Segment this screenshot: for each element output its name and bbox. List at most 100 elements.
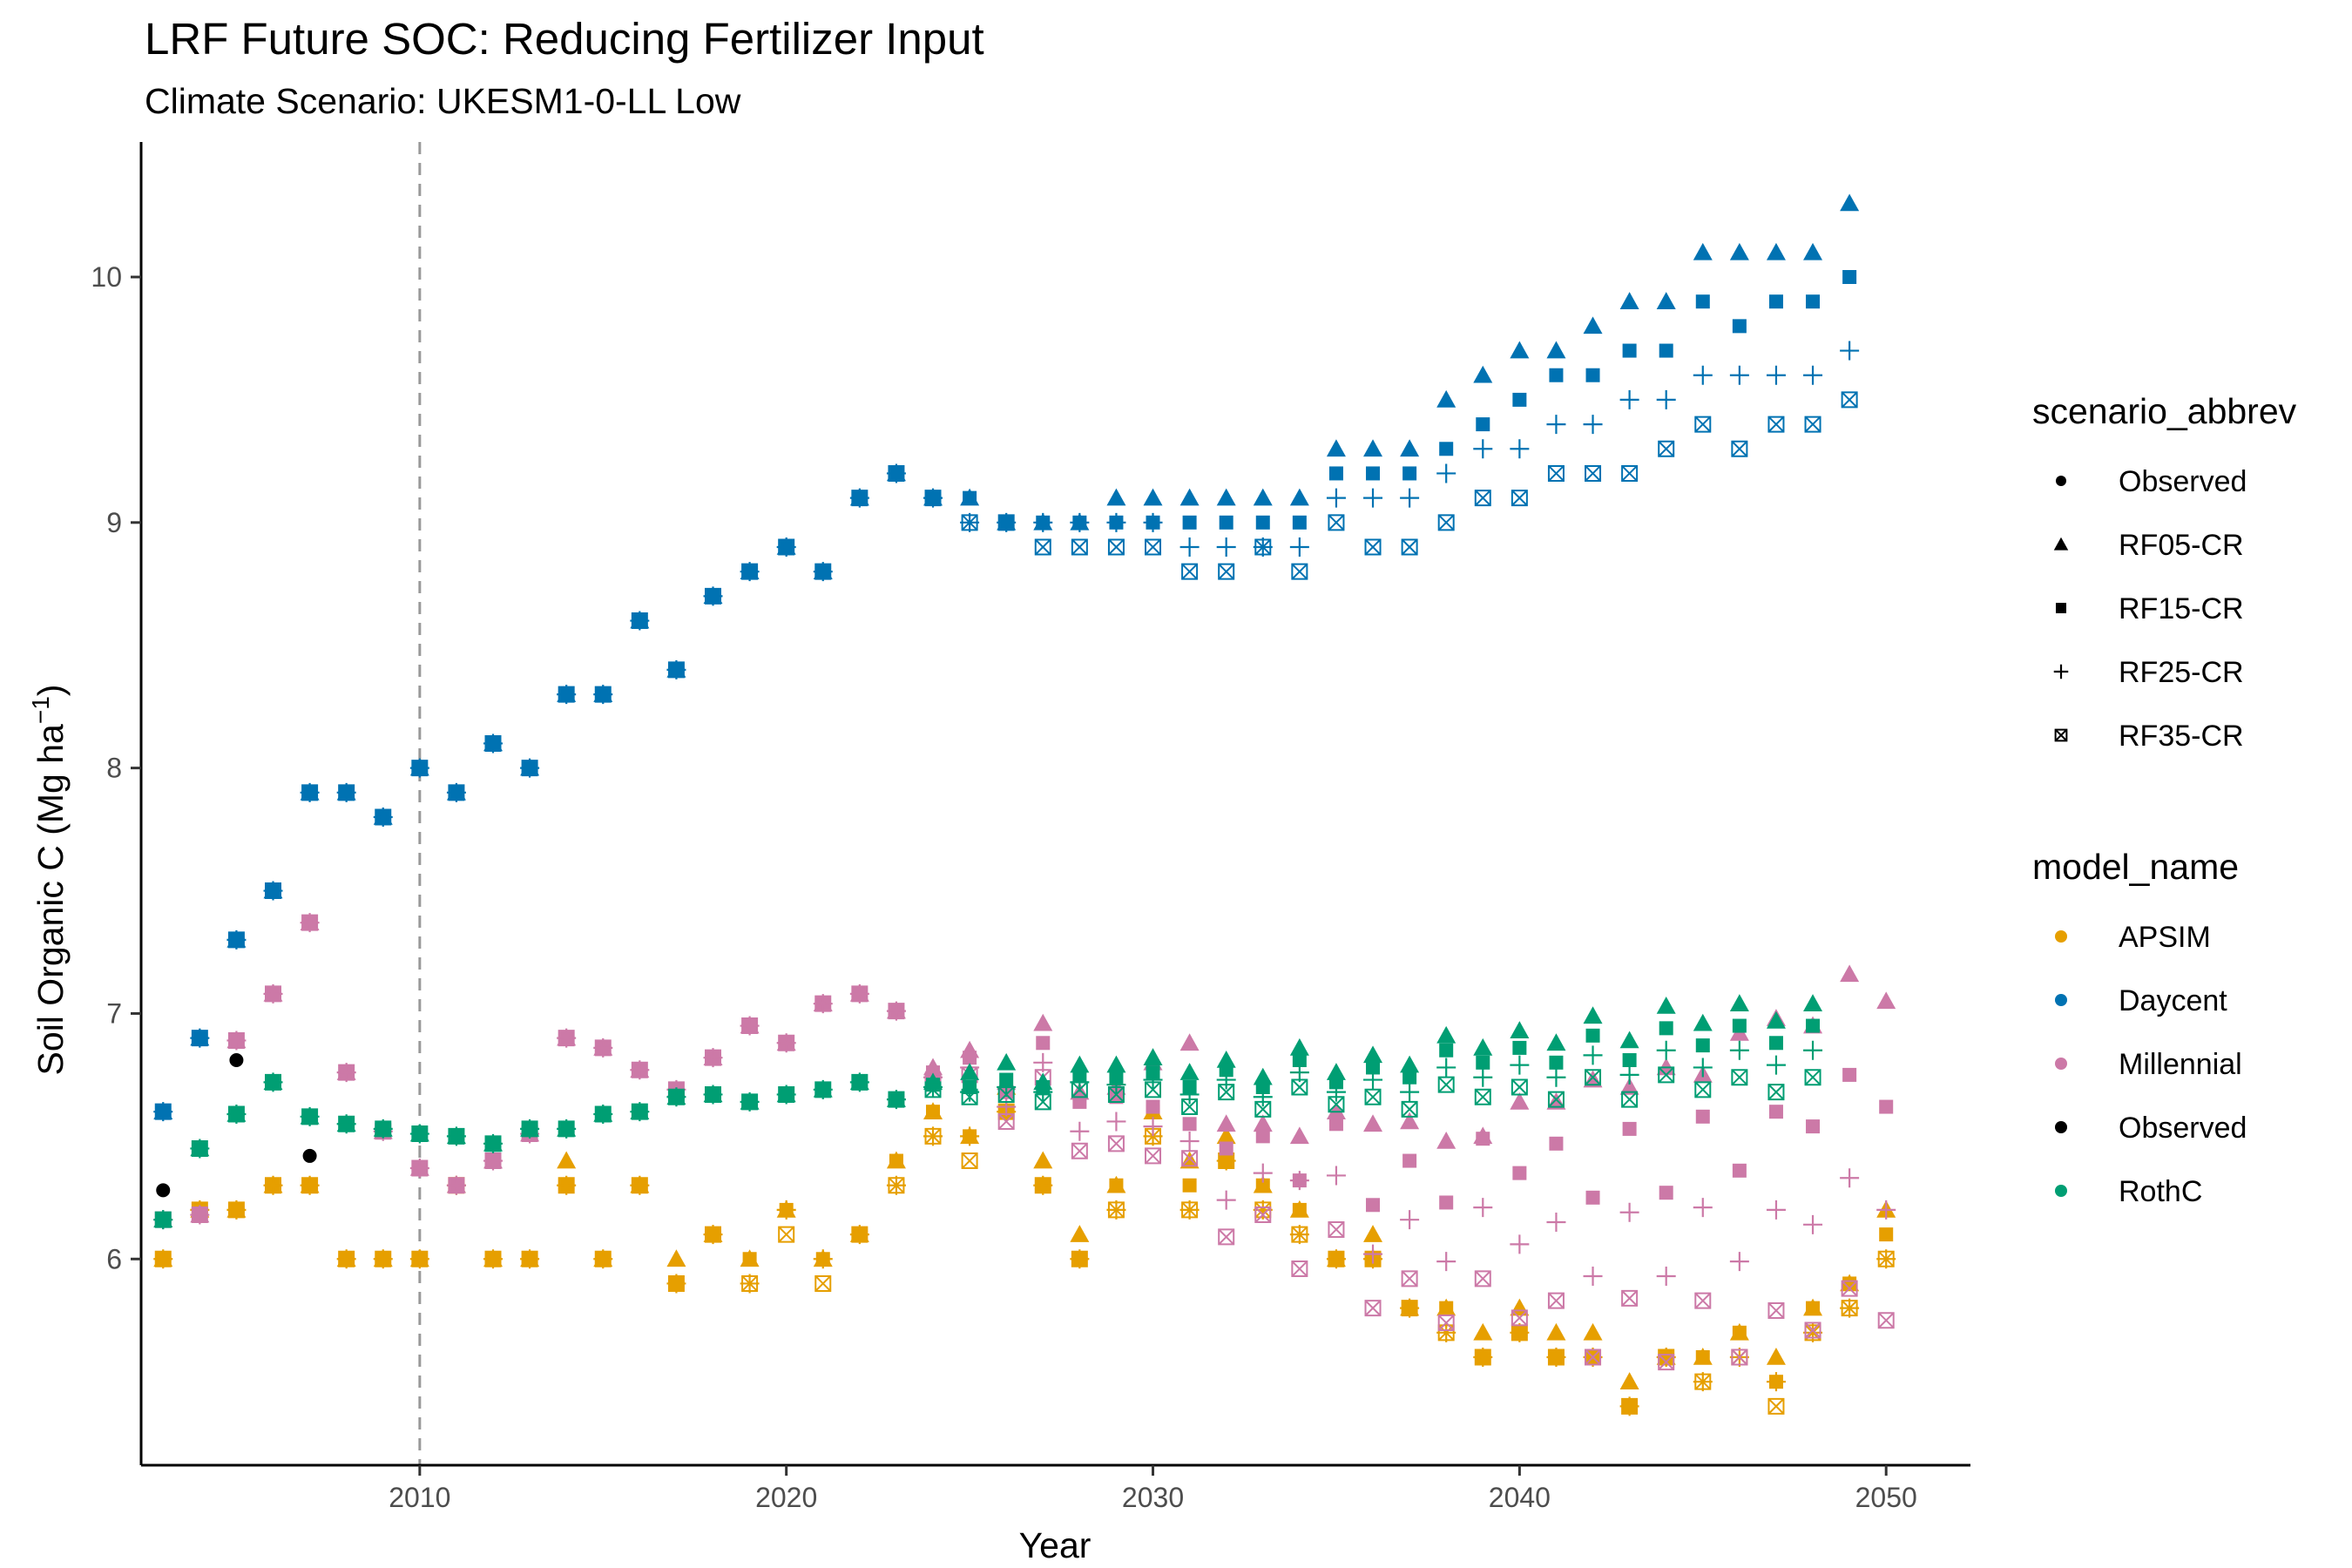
legend-label-model-name-observed: Observed — [2119, 1112, 2247, 1145]
y-axis-title-superscript: −1 — [27, 696, 54, 724]
point-millennial-rf25-cr-2027 — [1033, 1052, 1053, 1072]
point-daycent-rf15-cr-2046 — [1732, 319, 1747, 334]
point-rothc-rf05-cr-2025 — [960, 1063, 980, 1080]
point-daycent-rf15-cr-2031 — [1182, 515, 1197, 530]
point-millennial-rf35-cr-2048 — [1804, 1321, 1821, 1339]
point-millennial-rf35-cr-2033 — [1254, 1206, 1272, 1224]
series-rothc-rf15-cr — [156, 1018, 1821, 1227]
legend-key-model-name-rothc — [2055, 1185, 2067, 1197]
legend-key-model-name-millennial — [2055, 1058, 2067, 1070]
point-daycent-rf15-cr-2048 — [1806, 294, 1821, 309]
legend-title-model-name: model_name — [2032, 847, 2239, 887]
point-millennial-rf25-cr-2044 — [1656, 1267, 1676, 1286]
point-apsim-rf35-cr-2029 — [1107, 1201, 1125, 1219]
point-daycent-rf05-cr-2035 — [1326, 439, 1346, 457]
point-millennial-rf35-cr-2012 — [484, 1152, 502, 1170]
point-daycent-rf25-cr-2042 — [1583, 415, 1603, 435]
point-millennial-rf15-cr-2045 — [1695, 1109, 1710, 1124]
point-daycent-rf35-cr-2010 — [411, 760, 429, 777]
point-daycent-rf35-cr-2005 — [227, 931, 245, 949]
point-daycent-rf05-cr-2033 — [1253, 488, 1273, 506]
point-rothc-rf25-cr-2030 — [1143, 1070, 1163, 1090]
point-rothc-rf05-cr-2048 — [1803, 994, 1823, 1011]
point-millennial-rf15-cr-2044 — [1659, 1186, 1673, 1200]
series-rothc-rf25-cr — [153, 1040, 1823, 1230]
point-daycent-rf35-cr-2036 — [1364, 538, 1382, 556]
legend-key-scenario-abbrev-rf25-cr — [2053, 664, 2069, 679]
point-millennial-rf25-cr-2037 — [1400, 1210, 1420, 1230]
point-rothc-rf35-cr-2036 — [1364, 1088, 1382, 1105]
point-daycent-rf25-cr-2045 — [1693, 365, 1713, 385]
point-daycent-rf35-cr-2040 — [1511, 490, 1528, 507]
point-millennial-rf05-cr-2031 — [1179, 1033, 1200, 1051]
point-daycent-rf05-cr-2048 — [1803, 242, 1823, 260]
series-millennial-rf35-cr — [154, 914, 1895, 1371]
point-apsim-rf35-cr-2031 — [1181, 1201, 1199, 1219]
point-millennial-rf35-cr-2038 — [1437, 1315, 1455, 1332]
point-millennial-rf25-cr-2038 — [1436, 1252, 1456, 1272]
point-millennial-rf35-cr-2029 — [1107, 1135, 1125, 1152]
legend-label-model-name-apsim: APSIM — [2119, 921, 2211, 954]
point-millennial-rf05-cr-2050 — [1876, 991, 1896, 1010]
point-millennial-rf05-cr-2034 — [1289, 1126, 1309, 1145]
point-millennial-rf05-cr-2049 — [1840, 964, 1860, 983]
point-daycent-rf35-cr-2049 — [1841, 391, 1858, 409]
point-millennial-rf35-cr-2042 — [1585, 1348, 1602, 1366]
point-millennial-rf35-cr-2008 — [338, 1064, 355, 1081]
point-rothc-rf35-cr-2038 — [1437, 1076, 1455, 1093]
legend-key-scenario-abbrev-observed — [2056, 476, 2066, 486]
point-rothc-rf25-cr-2041 — [1546, 1067, 1566, 1087]
point-millennial-rf25-cr-2033 — [1253, 1163, 1273, 1183]
point-millennial-rf35-cr-2022 — [851, 985, 868, 1003]
point-rothc-rf35-cr-2021 — [814, 1081, 832, 1098]
point-apsim-rf35-cr-2030 — [1145, 1127, 1162, 1145]
point-millennial-rf15-cr-2035 — [1328, 1117, 1343, 1132]
legend-label-model-name-rothc: RothC — [2119, 1175, 2202, 1208]
point-apsim-rf05-cr-2027 — [1033, 1151, 1053, 1169]
point-millennial-rf35-cr-2040 — [1511, 1309, 1528, 1327]
point-rothc-rf25-cr-2039 — [1473, 1067, 1493, 1087]
legend-label-scenario-abbrev-rf25-cr: RF25-CR — [2119, 656, 2244, 689]
point-millennial-rf25-cr-2028 — [1070, 1121, 1090, 1141]
point-apsim-rf35-cr-2027 — [1034, 1177, 1051, 1194]
point-rothc-rf25-cr-2045 — [1693, 1058, 1713, 1078]
point-rothc-rf05-cr-2030 — [1143, 1048, 1163, 1065]
point-rothc-rf25-cr-2035 — [1326, 1082, 1346, 1102]
point-rothc-rf25-cr-2025 — [960, 1082, 980, 1102]
legend-key-scenario-abbrev-rf35-cr — [2054, 728, 2068, 742]
point-rothc-rf35-cr-2029 — [1107, 1085, 1125, 1103]
point-rothc-rf35-cr-2016 — [631, 1103, 648, 1120]
point-daycent-rf35-cr-2004 — [191, 1030, 208, 1047]
point-millennial-rf25-cr-2035 — [1326, 1166, 1346, 1186]
point-daycent-rf25-cr-2048 — [1803, 365, 1823, 385]
point-rothc-rf15-cr-2046 — [1732, 1018, 1747, 1033]
point-millennial-rf35-cr-2020 — [778, 1034, 795, 1051]
point-millennial-rf35-cr-2049 — [1841, 1280, 1858, 1297]
point-millennial-rf35-cr-2047 — [1767, 1301, 1785, 1319]
point-rothc-rf35-cr-2048 — [1804, 1069, 1821, 1086]
point-daycent-rf35-cr-2033 — [1254, 538, 1272, 556]
legend-key-model-name-daycent — [2055, 994, 2067, 1006]
point-daycent-rf25-cr-2029 — [1106, 512, 1126, 532]
y-axis-title-close: ) — [30, 685, 71, 697]
point-daycent-rf25-cr-2034 — [1289, 537, 1309, 557]
point-daycent-rf35-cr-2038 — [1437, 514, 1455, 531]
point-daycent-rf05-cr-2041 — [1546, 341, 1566, 359]
point-rothc-rf05-cr-2040 — [1510, 1021, 1530, 1038]
point-rothc-rf25-cr-2044 — [1656, 1040, 1676, 1060]
point-rothc-rf05-cr-2037 — [1400, 1055, 1420, 1073]
point-daycent-rf05-cr-2049 — [1840, 193, 1860, 212]
point-apsim-rf05-cr-2039 — [1473, 1322, 1493, 1341]
point-daycent-rf35-cr-2030 — [1145, 538, 1162, 556]
point-millennial-rf05-cr-2040 — [1510, 1092, 1530, 1110]
point-daycent-rf35-cr-2003 — [154, 1103, 172, 1120]
point-rothc-rf15-cr-2045 — [1695, 1038, 1710, 1053]
point-millennial-rf15-cr-2043 — [1622, 1121, 1637, 1136]
point-daycent-rf25-cr-2035 — [1326, 488, 1346, 508]
point-millennial-rf05-cr-2036 — [1363, 1114, 1383, 1132]
point-apsim-rf35-cr-2020 — [778, 1226, 795, 1243]
point-apsim-rf35-cr-2007 — [301, 1177, 319, 1194]
point-apsim-rf25-cr-2025 — [960, 1126, 980, 1146]
point-rothc-rf35-cr-2032 — [1218, 1084, 1235, 1101]
